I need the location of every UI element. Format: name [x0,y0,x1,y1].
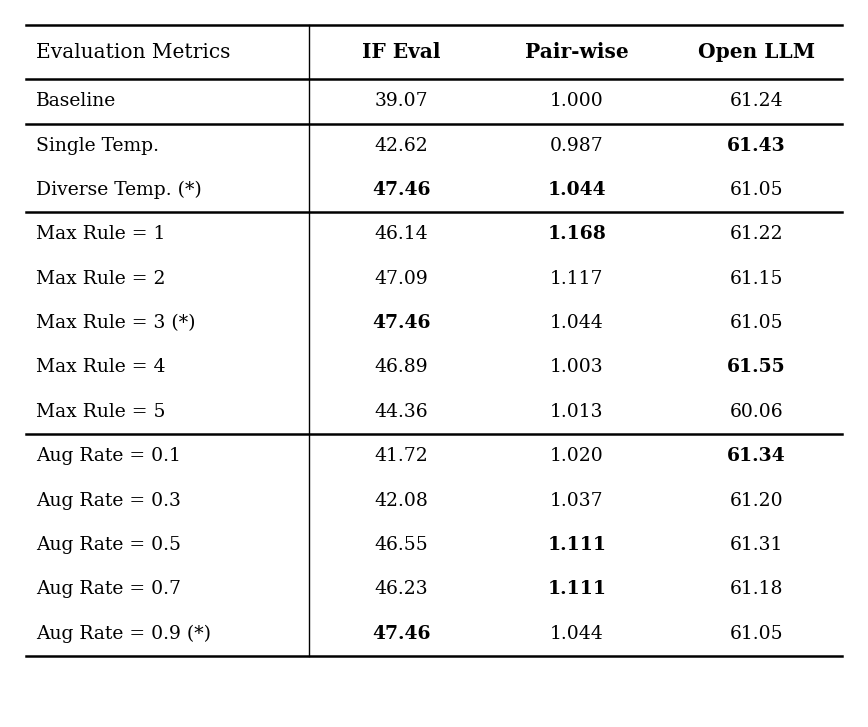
Text: 46.89: 46.89 [375,358,428,377]
Text: Max Rule = 1: Max Rule = 1 [36,225,166,244]
Text: 47.46: 47.46 [372,624,431,643]
Text: 42.62: 42.62 [374,137,428,155]
Text: 61.20: 61.20 [729,491,783,510]
Text: Aug Rate = 0.9 (*): Aug Rate = 0.9 (*) [36,624,212,643]
Text: Max Rule = 4: Max Rule = 4 [36,358,166,377]
Text: IF Eval: IF Eval [362,42,441,63]
Text: 1.000: 1.000 [550,92,603,111]
Text: Single Temp.: Single Temp. [36,137,160,155]
Text: Evaluation Metrics: Evaluation Metrics [36,43,231,62]
Text: 1.111: 1.111 [548,536,606,554]
Text: Max Rule = 3 (*): Max Rule = 3 (*) [36,314,196,332]
Text: 61.22: 61.22 [729,225,783,244]
Text: Max Rule = 5: Max Rule = 5 [36,403,166,421]
Text: 46.14: 46.14 [375,225,428,244]
Text: 61.05: 61.05 [729,181,783,199]
Text: 61.05: 61.05 [729,314,783,332]
Text: 1.044: 1.044 [548,181,606,199]
Text: 41.72: 41.72 [374,447,428,465]
Text: 1.111: 1.111 [548,580,606,598]
Text: 61.43: 61.43 [727,137,786,155]
Text: 42.08: 42.08 [374,491,428,510]
Text: 61.18: 61.18 [729,580,783,598]
Text: Open LLM: Open LLM [698,42,815,63]
Text: Baseline: Baseline [36,92,116,111]
Text: Aug Rate = 0.3: Aug Rate = 0.3 [36,491,181,510]
Text: 47.46: 47.46 [372,181,431,199]
Text: 61.15: 61.15 [729,270,783,288]
Text: 61.24: 61.24 [729,92,783,111]
Text: Pair-wise: Pair-wise [525,42,628,63]
Text: Aug Rate = 0.5: Aug Rate = 0.5 [36,536,181,554]
Text: 1.003: 1.003 [550,358,603,377]
Text: 1.117: 1.117 [550,270,603,288]
Text: 39.07: 39.07 [375,92,428,111]
Text: 1.044: 1.044 [550,314,603,332]
Text: 1.037: 1.037 [550,491,603,510]
Text: 1.168: 1.168 [548,225,606,244]
Text: 61.31: 61.31 [730,536,783,554]
Text: 61.55: 61.55 [727,358,786,377]
Text: Max Rule = 2: Max Rule = 2 [36,270,166,288]
Text: 1.044: 1.044 [550,624,603,643]
Text: Diverse Temp. (*): Diverse Temp. (*) [36,181,202,199]
Text: 46.23: 46.23 [375,580,428,598]
Text: 1.013: 1.013 [550,403,603,421]
Text: 0.987: 0.987 [550,137,603,155]
Text: 47.46: 47.46 [372,314,431,332]
Text: 44.36: 44.36 [375,403,428,421]
Text: 61.34: 61.34 [727,447,786,465]
Text: Aug Rate = 0.7: Aug Rate = 0.7 [36,580,181,598]
Text: 47.09: 47.09 [374,270,428,288]
Text: 61.05: 61.05 [729,624,783,643]
Text: Aug Rate = 0.1: Aug Rate = 0.1 [36,447,181,465]
Text: 60.06: 60.06 [729,403,783,421]
Text: 1.020: 1.020 [550,447,603,465]
Text: 46.55: 46.55 [374,536,428,554]
